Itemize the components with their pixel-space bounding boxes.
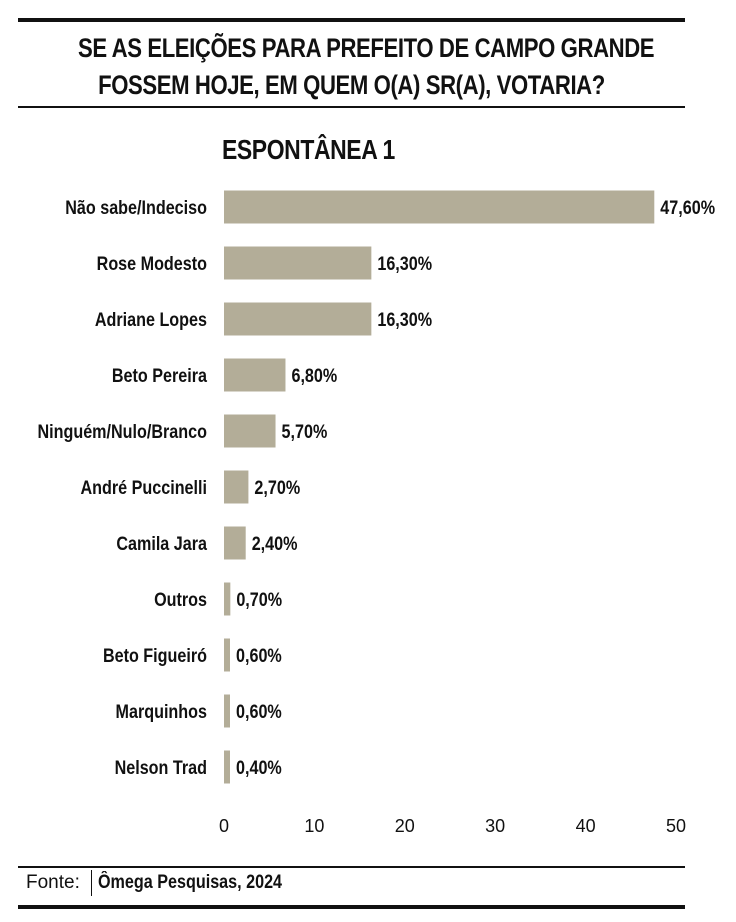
- bar: [224, 414, 276, 448]
- category-label: Outros: [154, 589, 207, 611]
- category-label: Camila Jara: [116, 533, 207, 555]
- footer-top-rule: [18, 866, 685, 868]
- x-tick-label: 40: [576, 816, 596, 836]
- bottom-rule: [18, 905, 685, 909]
- category-label: Nelson Trad: [115, 757, 207, 779]
- value-label: 0,70%: [236, 589, 282, 611]
- category-label: Beto Figueiró: [103, 645, 207, 667]
- category-label: André Puccinelli: [81, 477, 207, 499]
- category-label: Não sabe/Indeciso: [65, 197, 207, 219]
- x-tick-label: 30: [485, 816, 505, 836]
- value-label: 6,80%: [291, 365, 337, 387]
- title-line-2: FOSSEM HOJE, EM QUEM O(A) SR(A), VOTARIA…: [98, 70, 605, 100]
- source-text: Ômega Pesquisas, 2024: [98, 872, 283, 893]
- source-divider: [91, 870, 92, 896]
- bar: [224, 190, 655, 224]
- category-label: Beto Pereira: [112, 365, 207, 387]
- category-label: Rose Modesto: [97, 253, 208, 275]
- bar: [224, 302, 372, 336]
- x-tick-label: 20: [395, 816, 415, 836]
- chart-subtitle: ESPONTÂNEA 1: [222, 134, 395, 165]
- x-tick-label: 50: [666, 816, 686, 836]
- value-label: 5,70%: [282, 421, 328, 443]
- value-label: 0,60%: [236, 701, 282, 723]
- bar: [224, 358, 286, 392]
- value-label: 2,70%: [254, 477, 300, 499]
- value-label: 47,60%: [660, 197, 715, 219]
- title-line-1: SE AS ELEIÇÕES PARA PREFEITO DE CAMPO GR…: [78, 33, 655, 63]
- category-label: Adriane Lopes: [95, 309, 207, 331]
- top-rule: [18, 18, 685, 22]
- value-label: 0,60%: [236, 645, 282, 667]
- bar: [224, 526, 246, 560]
- x-tick-label: 10: [304, 816, 324, 836]
- bar: [224, 582, 231, 616]
- category-label: Ninguém/Nulo/Branco: [37, 421, 207, 443]
- bar-chart: Não sabe/Indeciso 47,60% Rose Modesto 16,30…: [37, 190, 715, 836]
- bar: [224, 750, 230, 784]
- title-rule: [18, 106, 685, 108]
- value-label: 0,40%: [236, 757, 282, 779]
- category-label: Marquinhos: [116, 701, 208, 723]
- value-label: 16,30%: [377, 253, 432, 275]
- source-label: Fonte:: [26, 872, 80, 893]
- value-label: 2,40%: [252, 533, 298, 555]
- value-label: 16,30%: [377, 309, 432, 331]
- bar: [224, 638, 230, 672]
- x-tick-label: 0: [219, 816, 229, 836]
- bar: [224, 470, 249, 504]
- bar: [224, 694, 230, 728]
- chart-title: SE AS ELEIÇÕES PARA PREFEITO DE CAMPO GR…: [78, 30, 655, 104]
- bar: [224, 246, 372, 280]
